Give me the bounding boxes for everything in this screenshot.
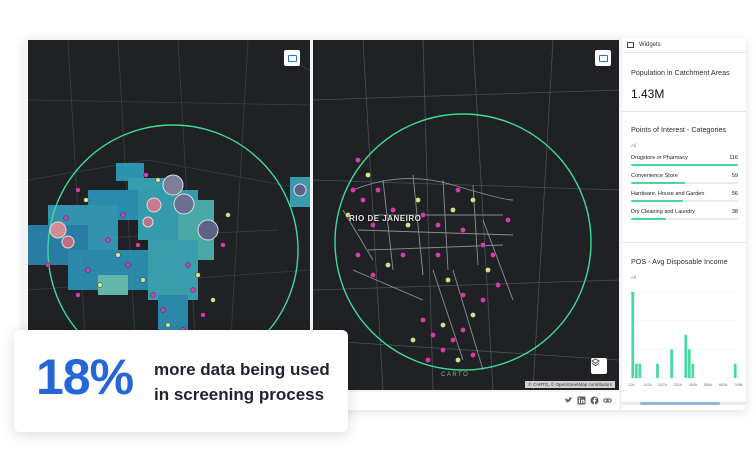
map-attribution[interactable]: © CARTO, © OpenStreetMap contributors [525, 381, 615, 388]
poi-category-value: 116 [729, 155, 738, 161]
population-markers [49, 174, 307, 249]
population-title: Population in Catchment Areas [631, 68, 730, 77]
histogram-bar[interactable] [638, 363, 642, 378]
poi-category-row[interactable]: Dry Cleaning and Laundry 38 [631, 209, 738, 225]
histogram-x-label: 12k [628, 382, 635, 387]
panel-scrollbar[interactable] [622, 402, 746, 405]
poi-category-row[interactable]: Hardware, House and Garden 56 [631, 191, 738, 207]
poi-category-bar [631, 200, 683, 202]
histogram-bar[interactable] [656, 363, 659, 378]
histogram-x-label: 768k [734, 382, 743, 387]
poi-category-track [631, 200, 738, 202]
twitter-icon[interactable] [564, 396, 573, 405]
panel-toggle-icon [287, 54, 297, 62]
poi-category-name: Convenience Store [631, 173, 678, 179]
poi-category-value: 56 [731, 191, 738, 197]
map-right[interactable]: RIO DE JANEIRO CARTO © CARTO, © OpenStre… [313, 40, 619, 390]
histogram-bar[interactable] [691, 363, 695, 378]
histogram-x-label: 558k [703, 382, 713, 387]
widgets-panel: Widgets Population in Catchment Areas 1.… [622, 38, 746, 410]
histogram-bar[interactable] [631, 292, 635, 378]
income-filter[interactable]: All [631, 275, 637, 280]
layers-button[interactable] [591, 358, 607, 374]
poi-category-bar [631, 218, 667, 220]
facebook-icon[interactable] [590, 396, 599, 405]
poi-category-track [631, 182, 738, 184]
panel-toggle-icon [598, 54, 608, 62]
poi-category-name: Dry Cleaning and Laundry [631, 209, 695, 215]
panel-toggle-button-left[interactable] [284, 50, 300, 66]
poi-category-name: Drugstore or Pharmacy [631, 155, 688, 161]
linkedin-icon[interactable] [577, 396, 586, 405]
layers-icon [591, 358, 600, 367]
panel-toggle-button-right[interactable] [595, 50, 611, 66]
histogram-x-label: 663k [718, 382, 728, 387]
histogram-bar[interactable] [733, 363, 737, 378]
poi-filter[interactable]: All [631, 143, 637, 148]
poi-category-name: Hardware, House and Garden [631, 191, 705, 197]
scrollbar-thumb[interactable] [640, 402, 720, 405]
link-icon[interactable] [603, 396, 612, 405]
histogram-x-label: 267k [658, 382, 667, 387]
poi-category-track [631, 164, 738, 166]
road-network [313, 40, 619, 390]
catchment-ring [334, 113, 592, 371]
poi-category-track [631, 218, 738, 220]
income-widget: POS - Avg Disposable Income All 6 12k142… [622, 244, 746, 402]
app-window: RIO DE JANEIRO CARTO © CARTO, © OpenStre… [24, 38, 746, 410]
widgets-icon [627, 42, 634, 48]
income-title: POS - Avg Disposable Income [631, 257, 728, 266]
histogram-x-label: 142k [643, 382, 652, 387]
poi-title: Points of Interest - Categories [631, 125, 727, 134]
poi-dots-left [45, 172, 231, 373]
share-footer [313, 392, 619, 410]
histogram-bar[interactable] [670, 349, 673, 378]
poi-widget: Points of Interest - Categories All Drug… [622, 113, 746, 243]
widgets-header: Widgets [622, 38, 746, 53]
map-right-canvas[interactable] [313, 40, 619, 390]
stat-line-1: more data being used [154, 360, 330, 379]
stat-line-2: in screening process [154, 385, 325, 404]
poi-category-row[interactable]: Drugstore or Pharmacy 116 [631, 155, 738, 171]
income-histogram[interactable] [622, 290, 746, 390]
city-label: RIO DE JANEIRO [349, 214, 422, 223]
population-widget: Population in Catchment Areas 1.43M [622, 54, 746, 112]
histogram-x-label: 331k [673, 382, 683, 387]
histogram-bar[interactable] [687, 349, 691, 378]
poi-category-value: 38 [731, 209, 738, 215]
histogram-bar[interactable] [634, 363, 638, 378]
population-value: 1.43M [631, 87, 665, 101]
stat-callout: 18% more data being used in screening pr… [14, 330, 348, 432]
poi-dots-right [345, 157, 511, 363]
histogram-x-label: 455k [688, 382, 698, 387]
map-left[interactable] [28, 40, 310, 390]
histogram-bar[interactable] [684, 335, 688, 378]
poi-category-row[interactable]: Convenience Store 59 [631, 173, 738, 189]
poi-category-value: 59 [731, 173, 738, 179]
carto-watermark: CARTO [441, 372, 470, 378]
widgets-title: Widgets [639, 42, 661, 48]
poi-category-bar [631, 182, 686, 184]
stat-percent: 18% [36, 349, 134, 405]
poi-category-bar [631, 164, 738, 166]
